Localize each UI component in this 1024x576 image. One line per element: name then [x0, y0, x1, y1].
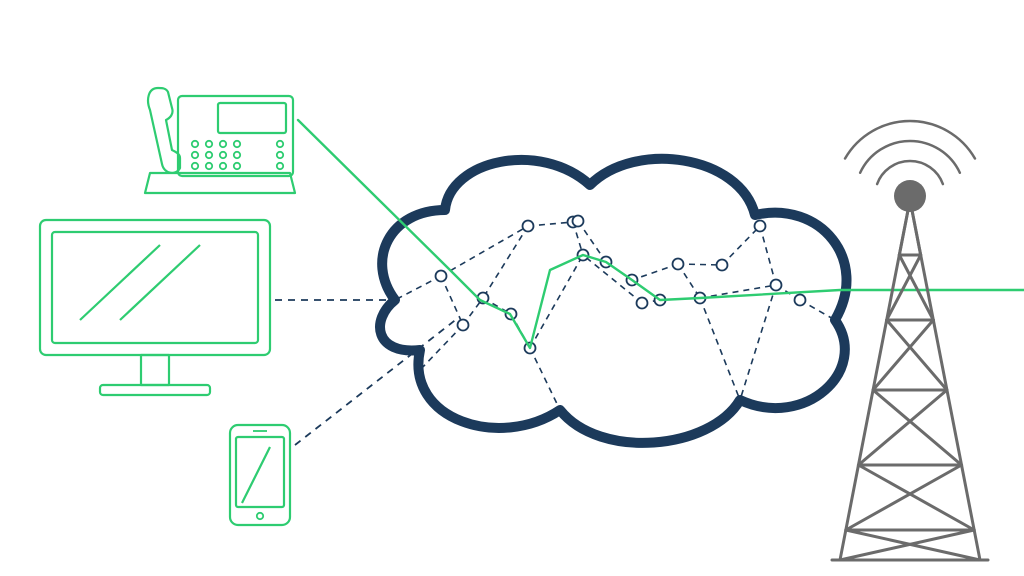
network-node: [573, 216, 584, 227]
smartphone-icon: [230, 425, 290, 525]
desk-phone-icon: [145, 88, 295, 193]
network-node: [436, 271, 447, 282]
cloud-outline: [380, 159, 846, 443]
cell-tower-icon: [832, 121, 988, 560]
network-node: [771, 280, 782, 291]
signal-arc: [845, 121, 975, 158]
network-node: [673, 259, 684, 270]
network-node: [755, 221, 766, 232]
cloud-network: [380, 159, 846, 443]
monitor-icon: [40, 220, 270, 395]
network-node: [637, 298, 648, 309]
signal-arc: [860, 141, 960, 173]
antenna-node: [894, 180, 926, 212]
network-node: [717, 260, 728, 271]
network-node: [523, 221, 534, 232]
network-node: [458, 320, 469, 331]
network-node: [795, 295, 806, 306]
network-diagram: [0, 0, 1024, 576]
